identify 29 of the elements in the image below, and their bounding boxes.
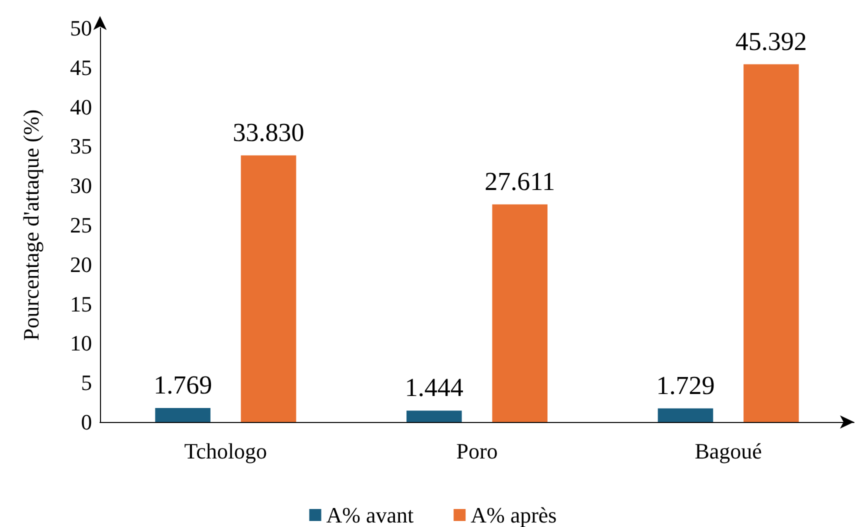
data-label: 1.444 xyxy=(404,373,464,402)
y-tick-label: 10 xyxy=(70,330,92,356)
y-tick-label: 30 xyxy=(70,173,92,198)
y-tick-label: 25 xyxy=(70,212,92,238)
y-tick-label: 0 xyxy=(81,410,92,434)
x-tick-label: Tchologo xyxy=(184,438,268,464)
legend-label: A% avant xyxy=(326,502,414,527)
x-tick-label: Poro xyxy=(456,438,498,464)
y-tick-label: 5 xyxy=(81,370,92,396)
bar xyxy=(492,204,548,422)
legend-label: A% après xyxy=(470,502,557,527)
data-label: 1.729 xyxy=(656,370,715,400)
y-tick-label: 35 xyxy=(70,134,92,159)
bar xyxy=(240,155,296,422)
bar xyxy=(155,408,210,422)
y-tick-label: 45 xyxy=(70,54,92,80)
bar xyxy=(406,410,462,422)
y-tick-label: 20 xyxy=(70,252,92,277)
data-label: 1.769 xyxy=(154,370,212,400)
y-tick-label: 15 xyxy=(70,291,92,316)
x-tick-label: Bagoué xyxy=(694,438,762,464)
bar xyxy=(658,408,714,422)
data-label: 27.611 xyxy=(484,166,556,196)
y-axis-title: Pourcentage d'attaque (%) xyxy=(18,109,44,341)
y-tick-label: 50 xyxy=(70,16,92,40)
data-label: 45.392 xyxy=(735,26,807,56)
bar xyxy=(744,64,799,422)
y-tick-label: 40 xyxy=(70,94,92,120)
data-label: 33.830 xyxy=(232,118,304,147)
